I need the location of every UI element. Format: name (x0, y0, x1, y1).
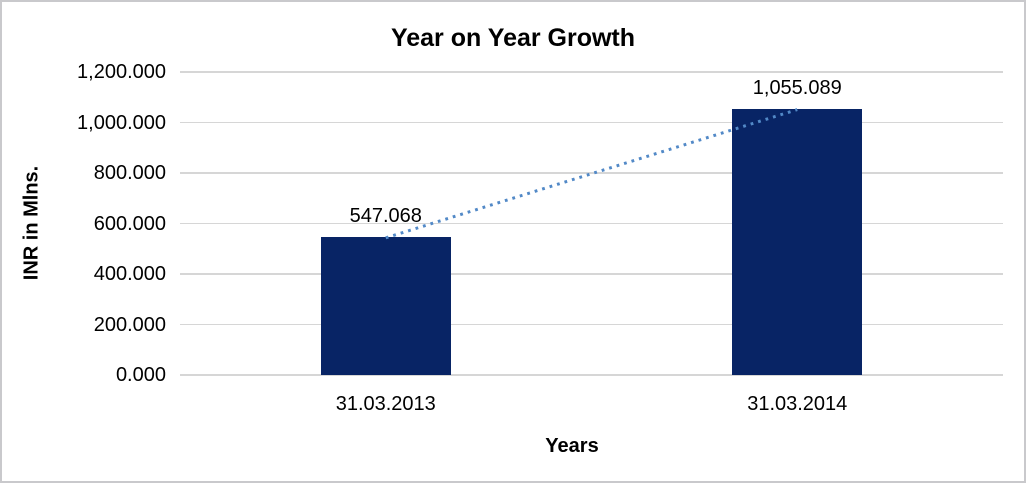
gridline (180, 222, 1003, 225)
y-tick-label: 200.000 (93, 313, 166, 336)
y-tick-label: 800.000 (93, 162, 166, 184)
trendline (385, 108, 798, 240)
gridline (180, 323, 1003, 326)
bar (732, 109, 863, 375)
y-tick-label: 0.000 (115, 364, 166, 386)
y-tick-label: 1,000.000 (77, 111, 166, 134)
y-tick-label: 1,200.000 (77, 61, 166, 83)
y-tick-label: 400.000 (93, 263, 166, 285)
gridline (180, 121, 1003, 124)
gridlines (180, 71, 1003, 376)
bar (320, 237, 451, 375)
gridline (180, 172, 1003, 174)
category-label: 31.03.2014 (747, 393, 848, 415)
y-tick-label: 600.000 (93, 212, 166, 235)
bar-value-labels: 547.068 1,055.089 (180, 72, 1003, 375)
gridline (180, 71, 1003, 73)
category-label: 31.03.2013 (335, 393, 436, 415)
chart-title: Year on Year Growth (390, 24, 636, 52)
gridline (180, 374, 1003, 376)
gridline (180, 273, 1003, 275)
bar-value-label: 547.068 (349, 205, 422, 227)
plot-area: 547.068 1,055.089 (180, 71, 1003, 376)
bar-value-label: 1,055.089 (752, 77, 842, 99)
bars (180, 72, 1003, 375)
x-axis-title: Years (545, 435, 599, 457)
